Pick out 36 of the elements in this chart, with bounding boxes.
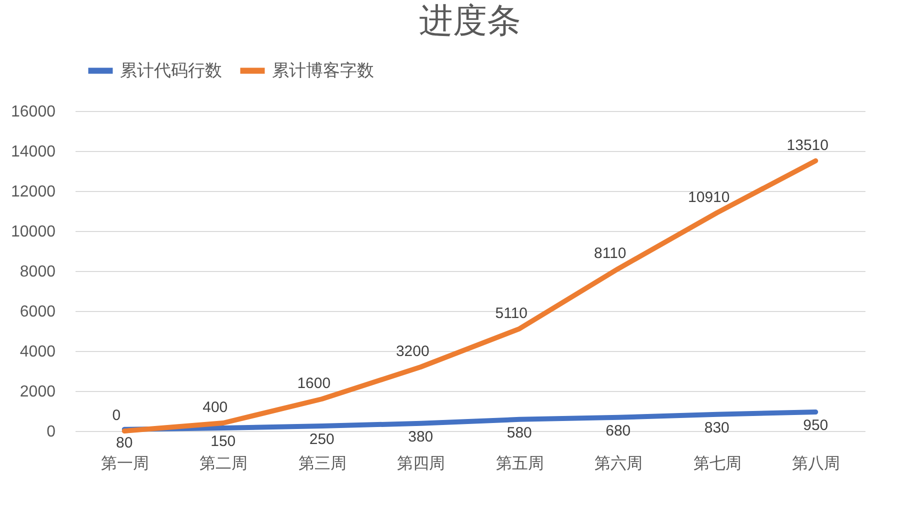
y-tick-label: 0 (46, 424, 56, 440)
y-tick-label: 16000 (11, 104, 56, 120)
y-tick-label: 6000 (20, 304, 56, 320)
y-tick-label: 2000 (20, 384, 56, 400)
data-label: 250 (309, 431, 334, 448)
data-label: 400 (202, 399, 228, 416)
y-tick-label: 14000 (11, 144, 56, 160)
x-tick-label: 第五周 (496, 456, 544, 472)
y-tick-label: 10000 (11, 224, 56, 240)
data-label: 10910 (688, 188, 730, 206)
x-tick-label: 第八周 (792, 456, 840, 472)
data-label: 950 (803, 417, 828, 434)
y-tick-label: 12000 (11, 184, 56, 200)
data-label: 5110 (495, 304, 528, 322)
data-label: 830 (704, 419, 730, 436)
x-tick-label: 第二周 (200, 456, 248, 472)
legend-label: 累计博客字数 (272, 60, 374, 80)
y-tick-label: 8000 (20, 264, 56, 280)
data-label: 13510 (786, 136, 828, 154)
data-label: 0 (112, 407, 121, 424)
data-label: 680 (606, 422, 631, 440)
y-tick-label: 4000 (20, 344, 56, 360)
data-label: 1600 (297, 375, 331, 392)
chart-title: 进度条 (419, 2, 521, 40)
data-label: 580 (506, 424, 532, 442)
data-label: 80 (116, 434, 133, 452)
x-tick-label: 第六周 (594, 454, 643, 472)
legend-label: 累计代码行数 (120, 60, 222, 80)
x-tick-label: 第四周 (397, 456, 446, 472)
x-tick-label: 第七周 (693, 454, 742, 472)
x-tick-label: 第一周 (100, 456, 149, 472)
data-label: 380 (408, 428, 434, 446)
data-label: 8110 (594, 244, 626, 262)
data-label: 3200 (396, 343, 430, 360)
x-tick-label: 第三周 (298, 456, 346, 472)
data-label: 150 (210, 433, 236, 450)
